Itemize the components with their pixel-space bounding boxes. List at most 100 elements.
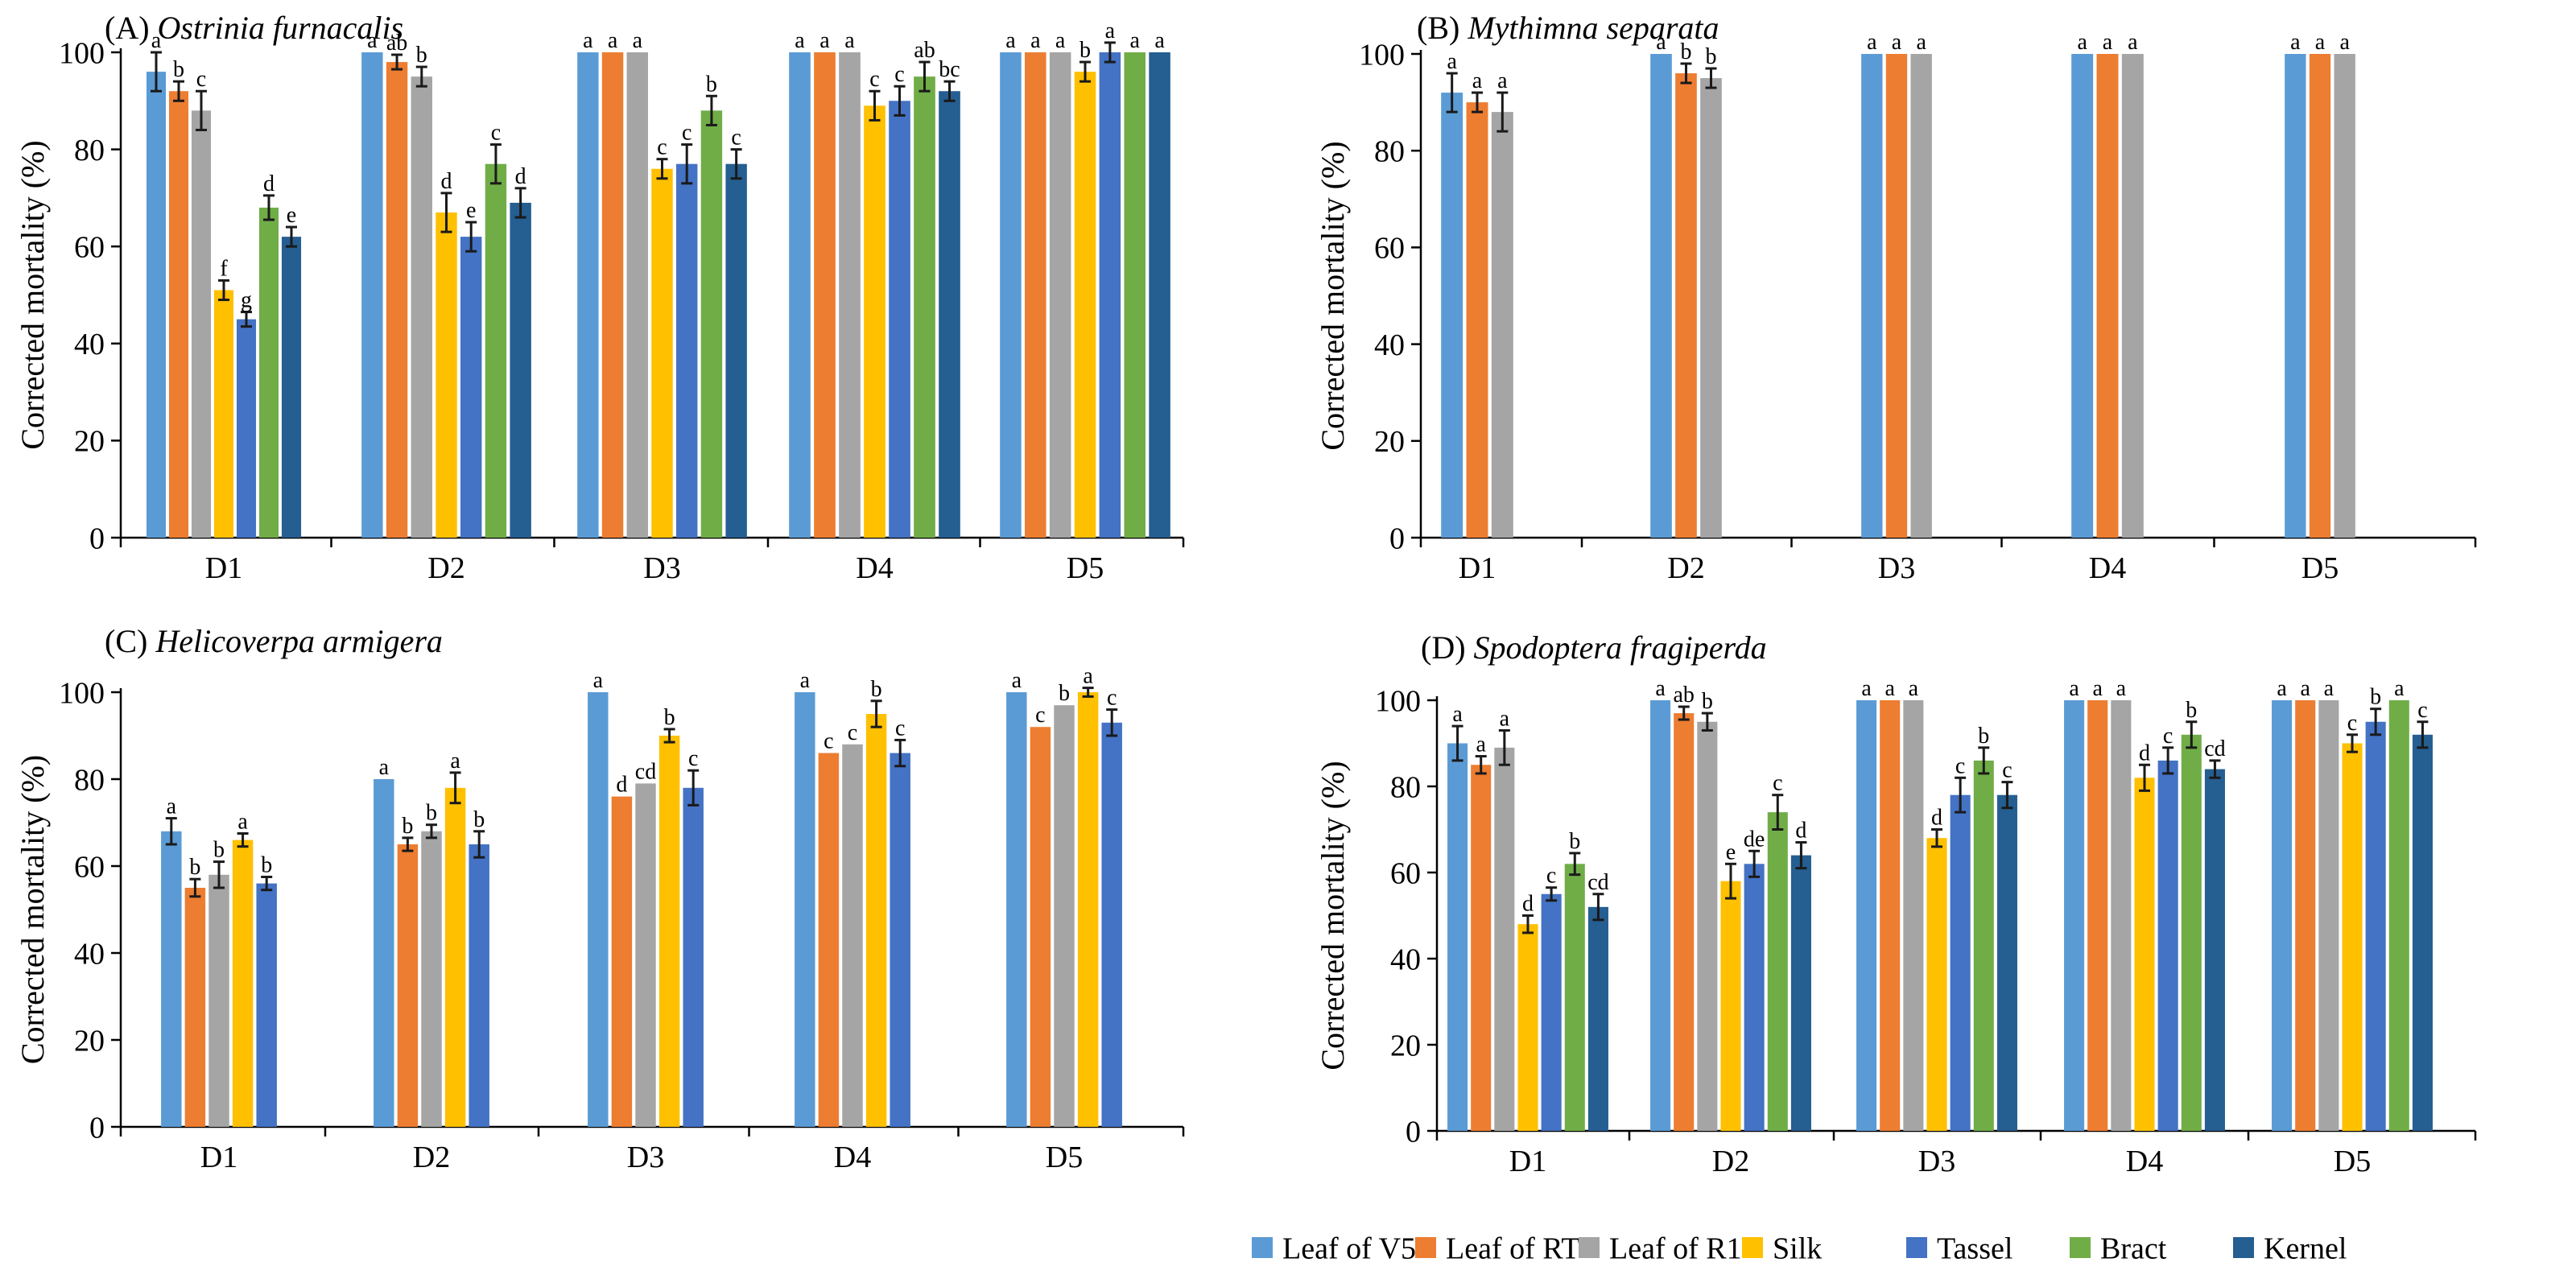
y-tick-label: 80 <box>1390 770 1421 804</box>
bar <box>2181 734 2202 1131</box>
significance-letter: a <box>1892 30 1902 55</box>
bar <box>1903 700 1924 1131</box>
significance-letter: a <box>2103 30 2113 55</box>
bar <box>460 237 482 538</box>
significance-letter: c <box>895 716 905 741</box>
bar <box>510 202 531 538</box>
significance-letter: a <box>1500 706 1510 731</box>
y-tick-label: 80 <box>74 134 105 167</box>
panel-species: Mythimna separata <box>1467 10 1719 46</box>
x-category-label: D1 <box>205 551 242 585</box>
bar <box>1697 721 1718 1131</box>
bar <box>361 52 383 538</box>
significance-letter: b <box>426 801 437 826</box>
significance-letter: b <box>2186 698 2197 723</box>
bar <box>2365 721 2386 1131</box>
panel-title: (B) Mythimna separata <box>1417 10 1719 46</box>
significance-letter: c <box>1035 703 1045 728</box>
bar <box>2412 734 2433 1131</box>
bar <box>1494 747 1515 1131</box>
bar <box>651 168 673 538</box>
significance-letter: c <box>196 67 206 92</box>
significance-letter: a <box>2300 676 2310 701</box>
significance-letter: b <box>706 72 717 97</box>
x-category-label: D3 <box>1878 551 1915 585</box>
bar <box>146 72 167 538</box>
significance-letter: b <box>1702 689 1713 714</box>
panel-species: Spodoptera fragiperda <box>1474 629 1767 666</box>
bar <box>1447 743 1468 1131</box>
bar <box>444 787 466 1127</box>
bar <box>1471 765 1492 1131</box>
y-tick-label: 20 <box>74 1024 105 1058</box>
bar <box>161 831 182 1127</box>
significance-letter: b <box>1681 39 1692 64</box>
chart-panel-c: (C) Helicoverpa armigera Corrected mortal… <box>14 623 1185 1174</box>
significance-letter: d <box>263 171 275 196</box>
bar <box>1006 692 1027 1127</box>
bar <box>842 744 863 1127</box>
bar <box>436 212 457 538</box>
significance-letter: d <box>441 169 452 194</box>
legend-label: Tassel <box>1937 1231 2013 1265</box>
significance-letter: e <box>466 198 476 223</box>
legend-item: Leaf of V5 <box>1252 1231 1416 1265</box>
significance-letter: c <box>657 135 667 160</box>
bar <box>1517 924 1538 1131</box>
significance-letter: a <box>2315 30 2326 55</box>
bar <box>1101 722 1122 1127</box>
bar <box>795 692 815 1127</box>
legend-label: Leaf of V5 <box>1282 1231 1416 1265</box>
bar <box>1587 906 1608 1131</box>
significance-letter: c <box>2417 698 2427 723</box>
bar <box>2272 700 2293 1131</box>
bar <box>839 52 861 538</box>
significance-letter: a <box>2290 30 2301 55</box>
significance-letter: b <box>871 677 882 702</box>
bar <box>469 844 489 1127</box>
significance-letter: de <box>1744 827 1765 852</box>
legend-item: Bract <box>2070 1231 2167 1265</box>
bar <box>676 163 698 538</box>
bar <box>2111 700 2132 1131</box>
significance-letter: a <box>1916 30 1926 55</box>
legend: Leaf of V5 Leaf of RT Leaf of R1 Silk Tassel… <box>1252 1231 2347 1265</box>
significance-letter: d <box>1795 819 1806 844</box>
bar <box>213 290 234 538</box>
bar <box>865 714 887 1127</box>
bar <box>1077 692 1099 1127</box>
significance-letter: a <box>795 28 805 53</box>
significance-letter: a <box>2077 30 2087 55</box>
y-tick-label: 0 <box>89 1111 105 1145</box>
significance-letter: a <box>237 810 248 835</box>
significance-letter: cd <box>635 759 656 784</box>
significance-letter: a <box>2277 676 2287 701</box>
significance-letter: a <box>1105 19 1116 43</box>
significance-letter: a <box>1030 28 1041 53</box>
y-tick-label: 20 <box>1374 425 1405 459</box>
significance-letter: a <box>2128 30 2138 55</box>
significance-letter: c <box>824 729 833 754</box>
bar <box>2096 54 2119 538</box>
significance-letter: a <box>1055 28 1066 53</box>
significance-letter: c <box>1955 753 1965 778</box>
significance-letter: a <box>2069 676 2079 701</box>
bar <box>2309 54 2331 538</box>
significance-letter: b <box>1569 829 1580 854</box>
panel-label: (A) <box>105 10 158 46</box>
bar <box>1996 794 2017 1131</box>
bar <box>1973 760 1994 1131</box>
y-tick-label: 60 <box>1390 856 1421 890</box>
panel-title: (A) Ostrinia furnacalis <box>105 10 403 46</box>
bar <box>1650 700 1671 1131</box>
significance-letter: a <box>1476 732 1486 757</box>
bar <box>1541 893 1562 1131</box>
bar <box>397 844 419 1127</box>
x-category-label: D2 <box>1667 551 1704 585</box>
significance-letter: b <box>173 57 184 82</box>
y-tick-label: 40 <box>1390 943 1421 976</box>
y-axis-title: Corrected mortality (%) <box>1315 761 1351 1070</box>
significance-letter: a <box>151 28 162 53</box>
bar <box>1744 864 1765 1131</box>
